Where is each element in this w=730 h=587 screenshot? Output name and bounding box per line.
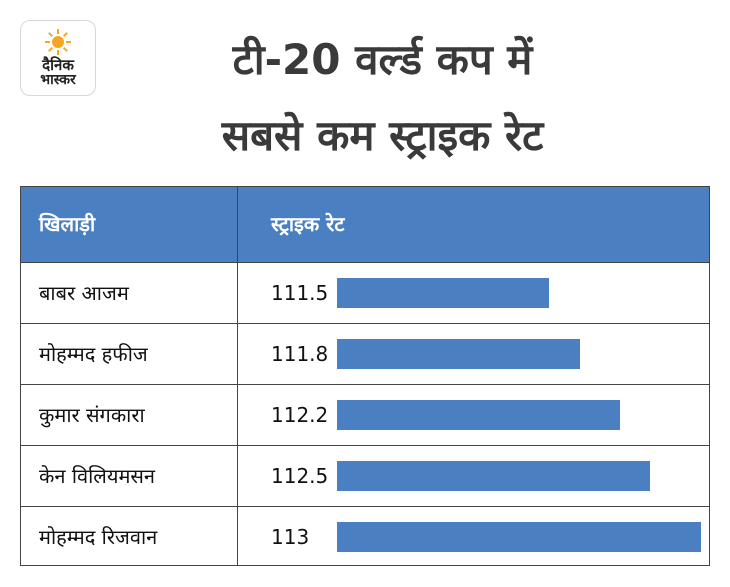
strike-rate-value: 112.2 xyxy=(271,403,329,427)
header-strike-rate: स्ट्राइक रेट xyxy=(271,212,345,236)
column-divider xyxy=(237,187,238,565)
dainik-bhaskar-logo: दैनिक भास्कर xyxy=(20,20,96,96)
player-name: मोहम्मद हफीज xyxy=(39,342,148,366)
player-name: कुमार संगकारा xyxy=(39,403,145,427)
strike-rate-value: 111.5 xyxy=(271,281,329,305)
strike-rate-bar xyxy=(337,400,621,430)
chart-title-line2: सबसे कम स्ट्राइक रेट xyxy=(221,111,544,160)
chart-title-line1: टी-20 वर्ल्ड कप में xyxy=(232,35,533,84)
strike-rate-bar xyxy=(337,522,701,552)
strike-rate-bar xyxy=(337,339,580,369)
logo-text-line1: दैनिक xyxy=(42,56,74,74)
strike-rate-table: खिलाड़ी स्ट्राइक रेट बाबर आजम 111.5 मोहम… xyxy=(20,186,710,566)
player-name: केन विलियमसन xyxy=(39,464,156,488)
player-name: मोहम्मद रिजवान xyxy=(39,525,158,549)
strike-rate-bar xyxy=(337,461,651,491)
table-row: मोहम्मद हफीज 111.8 xyxy=(21,323,709,384)
table-row: कुमार संगकारा 112.2 xyxy=(21,384,709,445)
table-header: खिलाड़ी स्ट्राइक रेट xyxy=(21,187,709,262)
header-player: खिलाड़ी xyxy=(39,212,96,236)
table-row: केन विलियमसन 112.5 xyxy=(21,445,709,506)
strike-rate-value: 111.8 xyxy=(271,342,329,366)
table-row: मोहम्मद रिजवान 113 xyxy=(21,506,709,567)
sun-icon xyxy=(45,29,71,55)
strike-rate-bar xyxy=(337,278,550,308)
logo-text-line2: भास्कर xyxy=(40,72,76,88)
player-name: बाबर आजम xyxy=(39,281,129,305)
strike-rate-value: 113 xyxy=(271,525,310,549)
strike-rate-value: 112.5 xyxy=(271,464,329,488)
table-row: बाबर आजम 111.5 xyxy=(21,262,709,323)
